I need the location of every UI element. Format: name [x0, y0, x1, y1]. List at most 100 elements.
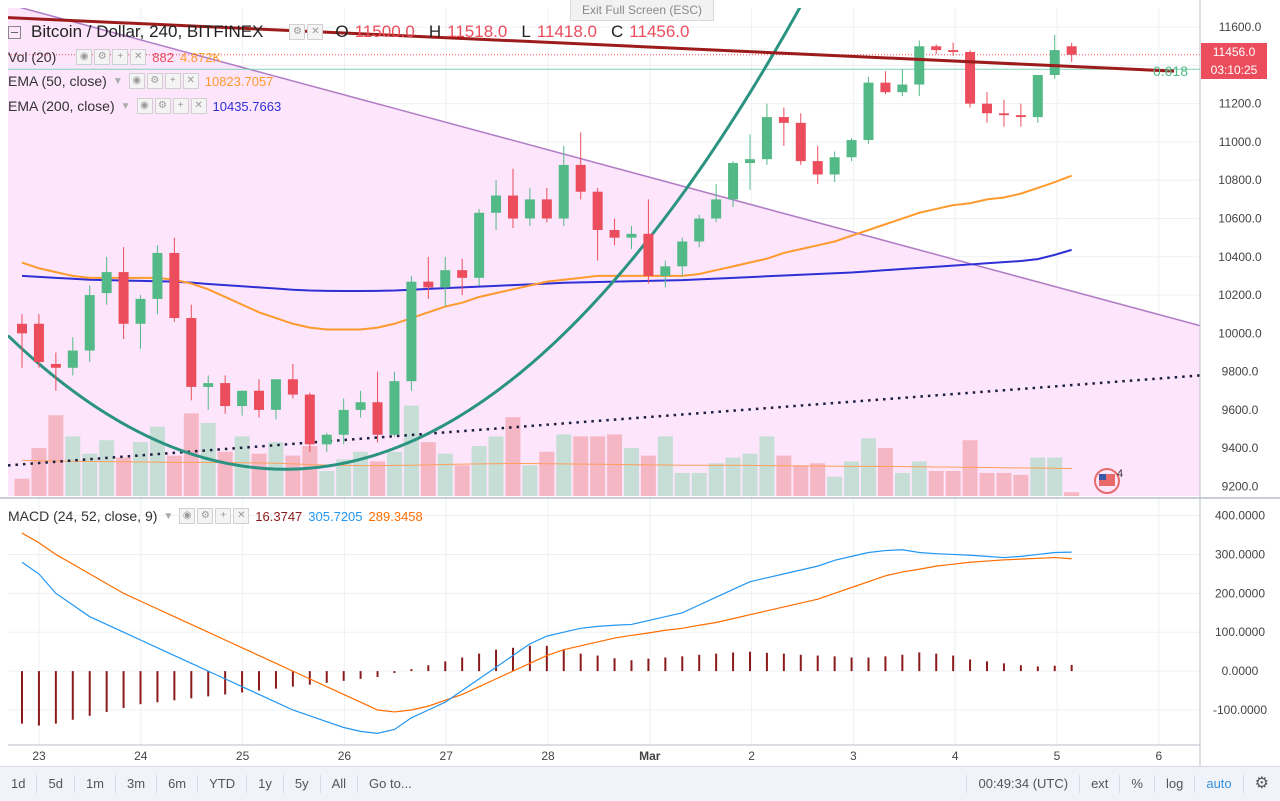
close-icon[interactable]: ✕	[182, 73, 199, 89]
volume-actions[interactable]: ◉ ⚙ + ✕	[76, 49, 147, 65]
candle-body	[67, 350, 78, 368]
volume-bar	[166, 455, 182, 496]
macd-tick-label: 100.0000	[1215, 625, 1265, 639]
settings-icon[interactable]: ⚙	[94, 49, 111, 65]
candle-body	[998, 113, 1009, 116]
high-label: H	[428, 22, 442, 41]
macd-signal-value: 289.3458	[368, 508, 423, 524]
auto-toggle[interactable]: auto	[1195, 775, 1244, 793]
candle-body	[761, 117, 772, 160]
ema200-actions[interactable]: ◉ ⚙ + ✕	[136, 98, 207, 114]
settings-icon[interactable]: ⚙	[289, 24, 306, 40]
price-tick-label: 9200.0	[1222, 479, 1259, 493]
candle-body	[982, 103, 993, 114]
range-1m[interactable]: 1m	[75, 775, 116, 793]
ema50-actions[interactable]: ◉ ⚙ + ✕	[128, 73, 199, 89]
candle-body	[863, 82, 874, 141]
utc-clock[interactable]: 00:49:34 (UTC)	[966, 775, 1081, 793]
symbol-actions[interactable]: ⚙ ✕	[289, 24, 324, 40]
settings-icon[interactable]: ⚙	[146, 73, 163, 89]
candle-body	[203, 383, 214, 387]
macd-line	[21, 549, 1072, 734]
close-icon[interactable]: ✕	[190, 98, 207, 114]
price-tick-label: 10400.0	[1218, 250, 1262, 264]
range-5d[interactable]: 5d	[37, 775, 75, 793]
eye-icon[interactable]: ◉	[76, 49, 93, 65]
range-ytd[interactable]: YTD	[198, 775, 248, 793]
candle-body	[135, 298, 146, 324]
eye-icon[interactable]: ◉	[128, 73, 145, 89]
range-1d[interactable]: 1d	[0, 775, 38, 793]
volume-ma-line	[21, 459, 1072, 469]
close-icon[interactable]: ✕	[307, 24, 324, 40]
volume-bar	[539, 451, 555, 496]
candle-body	[17, 323, 27, 334]
ema200-value: 10435.7663	[212, 98, 282, 114]
candle-body	[677, 241, 688, 267]
collapse-icon[interactable]	[8, 25, 21, 39]
macd-axis[interactable]: 400.0000 300.0000 200.0000 100.0000 0.0000 -1…	[1213, 509, 1267, 717]
macd-legend: MACD (24, 52, close, 9) ▼ ◉ ⚙ + ✕ 16.3747 3…	[8, 508, 423, 524]
add-icon[interactable]: +	[112, 49, 129, 65]
settings-icon[interactable]: ⚙	[154, 98, 171, 114]
volume-label[interactable]: Vol (20)	[8, 49, 57, 65]
volume-bar	[657, 436, 673, 496]
volume-bar	[370, 461, 386, 496]
close-label: C	[611, 22, 624, 41]
candle-body	[101, 272, 112, 294]
time-tick-label: 3	[850, 749, 857, 763]
macd-actions[interactable]: ◉ ⚙ + ✕	[179, 508, 250, 524]
volume-bar	[471, 446, 487, 496]
gear-icon[interactable]: ⚙	[1254, 775, 1269, 792]
volume-bar	[810, 463, 826, 496]
macd-tick-label: -100.0000	[1213, 703, 1267, 717]
ema50-label[interactable]: EMA (50, close)	[8, 73, 107, 89]
descending-wedge-fill	[8, 8, 1200, 496]
low-label: L	[521, 22, 531, 41]
volume-bar	[336, 459, 352, 496]
range-3m[interactable]: 3m	[116, 775, 158, 793]
volume-bar	[776, 455, 792, 496]
time-axis[interactable]: 23 24 25 26 27 28 Mar 2 3 4 5 6	[32, 749, 1162, 763]
volume-bar	[742, 453, 758, 496]
close-icon[interactable]: ✕	[233, 508, 250, 524]
macd-signal-line	[21, 532, 1072, 713]
volume-bar	[894, 472, 910, 496]
range-all[interactable]: All	[321, 775, 359, 793]
symbol-title[interactable]: Bitcoin / Dollar, 240, BITFINEX	[31, 22, 264, 41]
volume-bar	[302, 446, 318, 496]
high-value: 11518.0	[447, 22, 508, 41]
log-toggle[interactable]: log	[1155, 775, 1196, 793]
events-flag-icon[interactable]: 4	[1094, 468, 1123, 494]
dropdown-icon[interactable]: ▼	[163, 510, 174, 522]
goto-button[interactable]: Go to...	[369, 776, 412, 791]
volume-bar	[488, 436, 504, 496]
time-tick-label: 5	[1054, 749, 1061, 763]
range-5y[interactable]: 5y	[284, 775, 321, 793]
dropdown-icon[interactable]: ▼	[112, 75, 123, 87]
add-icon[interactable]: +	[215, 508, 232, 524]
close-icon[interactable]: ✕	[130, 49, 147, 65]
eye-icon[interactable]: ◉	[179, 508, 196, 524]
chart-canvas[interactable]: 11600.011400.011200.011000.010800.010600…	[0, 0, 1280, 766]
volume-bar	[759, 436, 775, 496]
candle-body	[220, 383, 231, 407]
range-1y[interactable]: 1y	[247, 775, 284, 793]
wedge-resistance-line	[19, 8, 1200, 327]
candle-body	[474, 212, 485, 278]
settings-icon[interactable]: ⚙	[197, 508, 214, 524]
range-6m[interactable]: 6m	[157, 775, 199, 793]
ema200-label[interactable]: EMA (200, close)	[8, 98, 115, 114]
eye-icon[interactable]: ◉	[136, 98, 153, 114]
percent-toggle[interactable]: %	[1120, 775, 1155, 793]
dropdown-icon[interactable]: ▼	[120, 100, 131, 112]
macd-label[interactable]: MACD (24, 52, close, 9)	[8, 508, 158, 524]
price-axis[interactable]: 11600.011400.011200.011000.010800.010600…	[1218, 20, 1262, 493]
ema200-legend: EMA (200, close) ▼ ◉ ⚙ + ✕ 10435.7663	[8, 98, 281, 114]
add-icon[interactable]: +	[172, 98, 189, 114]
candle-body	[457, 270, 468, 278]
ext-toggle[interactable]: ext	[1080, 775, 1121, 793]
exit-fullscreen-button[interactable]: Exit Full Screen (ESC)	[570, 0, 714, 21]
add-icon[interactable]: +	[164, 73, 181, 89]
candle-body	[507, 195, 518, 219]
